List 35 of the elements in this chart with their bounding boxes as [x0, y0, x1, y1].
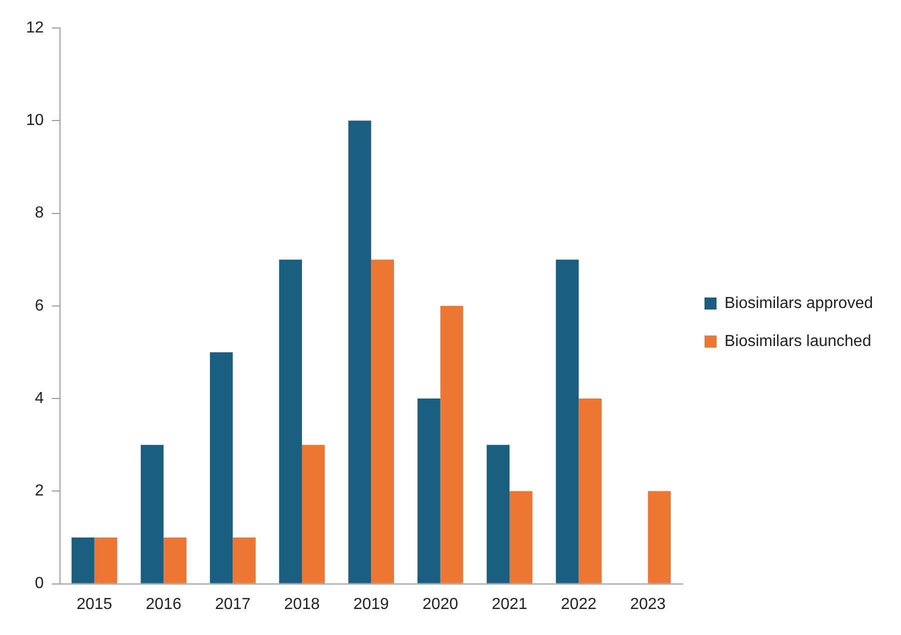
- x-tick-label: 2015: [76, 596, 112, 613]
- x-tick-label: 2017: [214, 596, 251, 613]
- bar: [279, 260, 302, 584]
- bar: [648, 491, 671, 584]
- x-tick-label: 2020: [422, 596, 458, 613]
- x-tick-label: 2018: [284, 596, 320, 613]
- bar: [232, 537, 256, 584]
- x-tick-label: 2019: [353, 596, 390, 613]
- bar: [94, 537, 118, 584]
- bar: [164, 537, 186, 584]
- y-tick-label: 8: [34, 204, 44, 222]
- bar: [440, 306, 464, 584]
- bar: [418, 398, 440, 584]
- bar: [556, 260, 579, 584]
- x-tick-label: 2016: [146, 596, 182, 613]
- y-tick-label: 0: [34, 575, 44, 592]
- y-tick-label: 4: [34, 390, 44, 407]
- bar: [140, 444, 164, 584]
- y-tick-label: 10: [26, 112, 44, 130]
- bar: [486, 444, 510, 584]
- bar: [371, 260, 394, 584]
- bar: [210, 352, 233, 584]
- y-tick-label: 6: [34, 297, 44, 314]
- bar: [348, 120, 372, 584]
- x-tick-label: 2021: [492, 596, 528, 613]
- legend-label: Biosimilars approved: [724, 294, 874, 312]
- bar: [302, 444, 325, 584]
- bar: [578, 398, 602, 584]
- x-tick-label: 2022: [560, 596, 597, 613]
- bar: [72, 537, 94, 584]
- x-tick-label: 2023: [630, 596, 666, 613]
- bar: [510, 491, 532, 584]
- legend-label: Biosimilars launched: [724, 332, 872, 350]
- y-tick-label: 12: [26, 19, 44, 36]
- y-tick-label: 2: [34, 482, 44, 500]
